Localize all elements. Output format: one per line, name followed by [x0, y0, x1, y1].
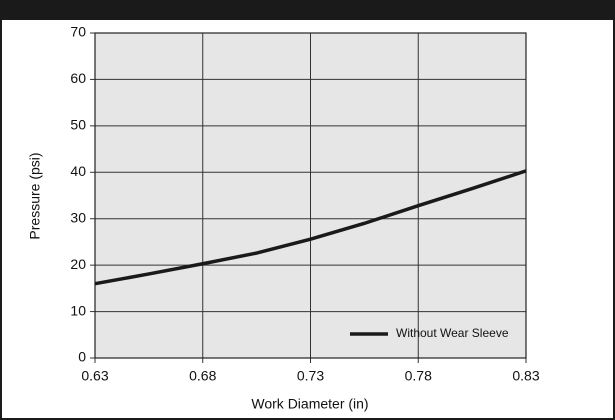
x-tick-label: 0.68 — [189, 368, 216, 384]
y-tick-label: 0 — [78, 349, 86, 365]
y-tick-label: 40 — [70, 163, 86, 179]
y-tick-label: 30 — [70, 209, 86, 225]
x-tick-label: 0.73 — [297, 368, 324, 384]
y-tick-label: 20 — [70, 256, 86, 272]
x-tick-label: 0.78 — [405, 368, 432, 384]
data-line — [94, 169, 527, 286]
y-tick-label: 70 — [70, 24, 86, 40]
x-tick-label: 0.63 — [81, 368, 108, 384]
plot-border — [94, 32, 527, 359]
y-tick-label: 50 — [70, 117, 86, 133]
header-bar — [0, 0, 615, 20]
y-tick-label: 60 — [70, 70, 86, 86]
x-axis-label: Work Diameter (in) — [251, 396, 368, 412]
y-axis-label: Pressure (psi) — [27, 152, 43, 239]
x-tick-label: 0.83 — [512, 368, 539, 384]
legend-label: Without Wear Sleeve — [396, 326, 509, 340]
y-tick-label: 10 — [70, 302, 86, 318]
